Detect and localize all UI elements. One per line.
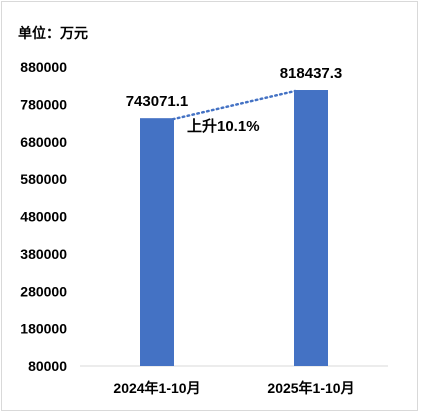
y-tick-label: 180000 bbox=[20, 321, 67, 337]
x-tick-label: 2024年1-10月 bbox=[113, 380, 200, 396]
trend-line bbox=[171, 89, 297, 121]
y-tick-label: 380000 bbox=[20, 246, 67, 262]
value-labels: 743071.1 818437.3 bbox=[126, 65, 343, 110]
y-tick-label: 580000 bbox=[20, 171, 67, 187]
bars bbox=[140, 90, 328, 366]
y-tick-label: 880000 bbox=[20, 59, 67, 75]
y-tick-label: 80000 bbox=[28, 358, 67, 374]
data-label: 743071.1 bbox=[126, 93, 189, 110]
y-tick-label: 680000 bbox=[20, 134, 67, 150]
y-tick-label: 280000 bbox=[20, 283, 67, 299]
change-annotation: 上升10.1% bbox=[187, 118, 260, 135]
y-tick-label: 780000 bbox=[20, 96, 67, 112]
y-tick-label: 480000 bbox=[20, 209, 67, 225]
data-label: 818437.3 bbox=[280, 65, 343, 82]
x-axis-labels: 2024年1-10月 2025年1-10月 bbox=[113, 380, 354, 396]
y-axis-ticks: 80000 180000 280000 380000 480000 580000 68000… bbox=[20, 59, 67, 374]
bar bbox=[294, 90, 328, 366]
unit-label: 单位：万元 bbox=[18, 25, 88, 41]
x-tick-label: 2025年1-10月 bbox=[267, 380, 354, 396]
bar bbox=[140, 118, 174, 366]
